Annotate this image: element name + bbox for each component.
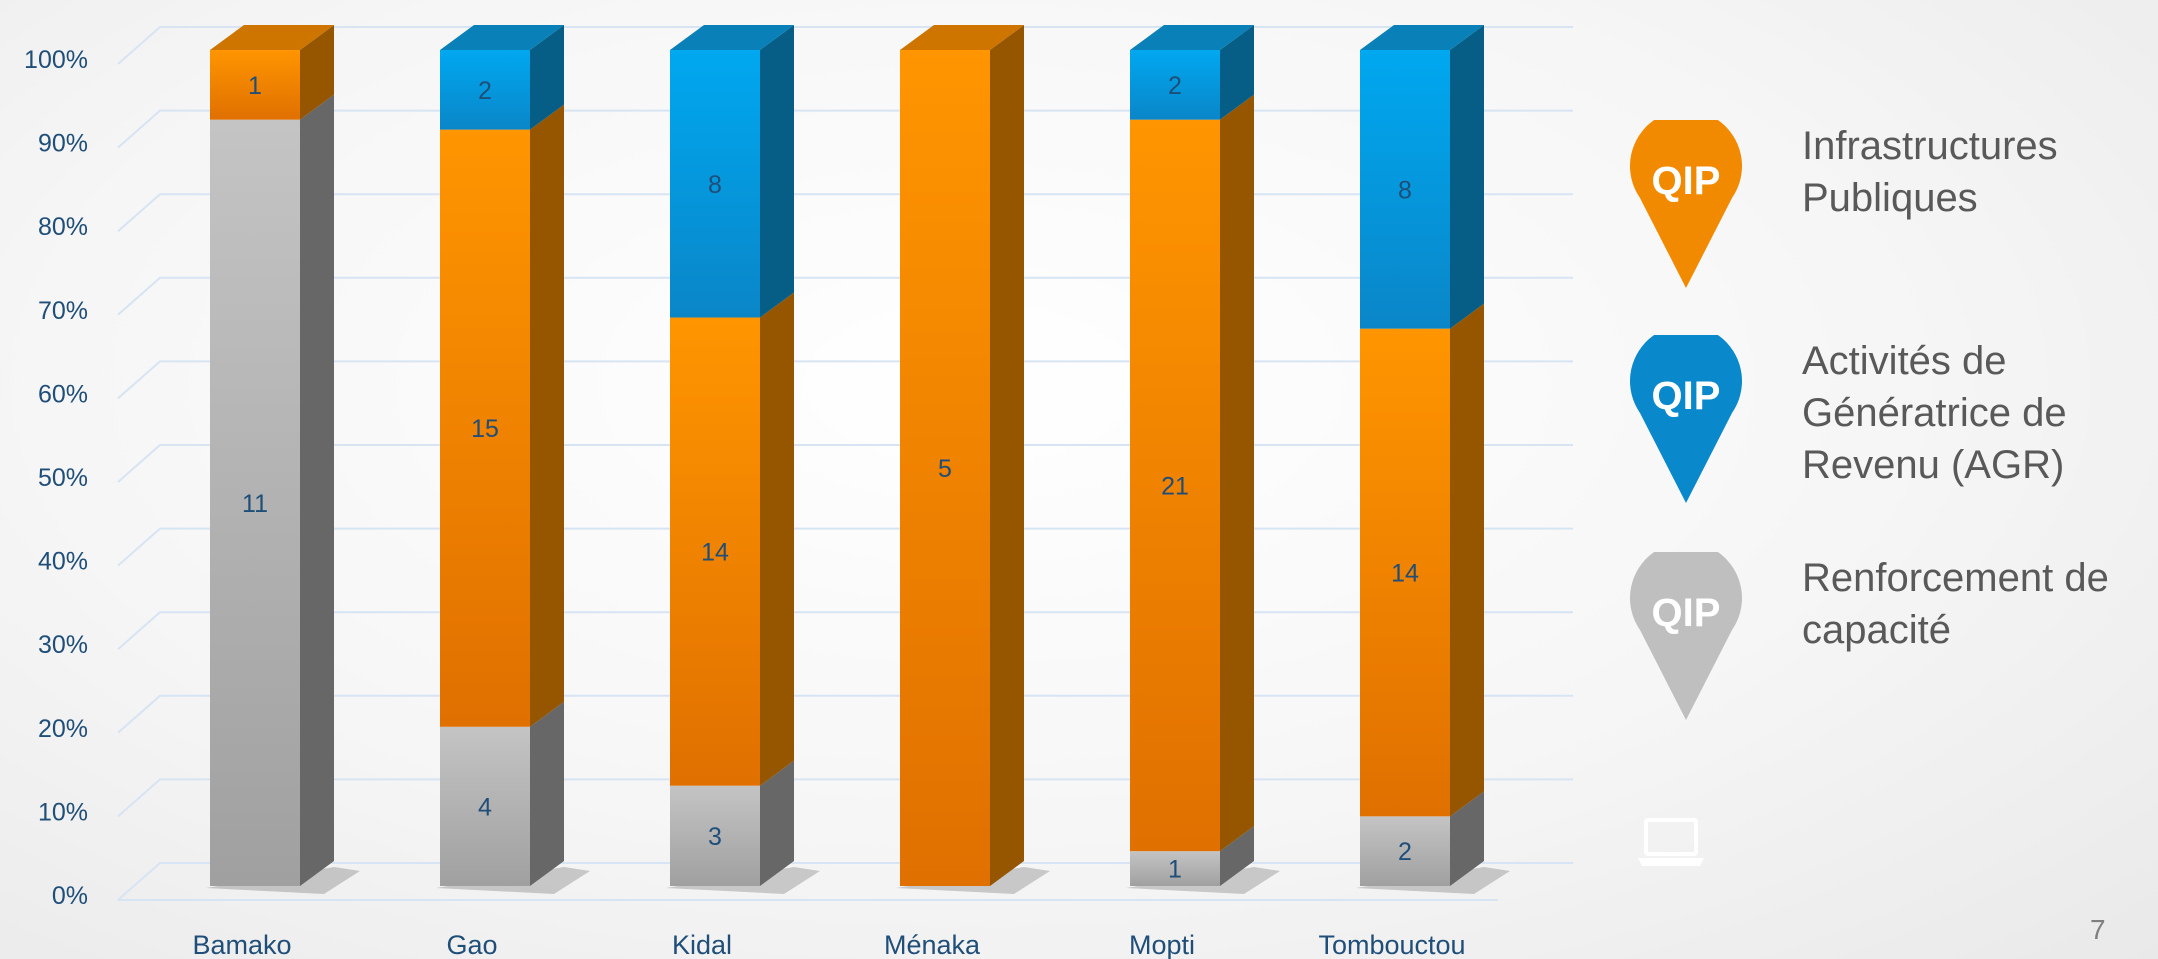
y-tick-label: 40% [38, 548, 88, 576]
x-category-label: Mopti [1129, 930, 1195, 959]
y-axis-ticks: 0% 10% 20% 30% 40% 50% 60% 70% 80% 90% 100% [24, 46, 88, 910]
bar-top [900, 25, 1024, 50]
bar-segment [670, 50, 760, 318]
data-label: 3 [708, 823, 722, 851]
data-label: 8 [708, 171, 722, 199]
svg-text:QIP: QIP [1652, 374, 1721, 418]
data-label: 4 [478, 793, 492, 821]
chart-gridlines [117, 26, 1573, 901]
map-pin-icon: QIP [1630, 335, 1742, 503]
x-category-label: Kidal [672, 930, 732, 959]
gridline [117, 276, 1573, 316]
bar-segment [440, 50, 530, 130]
page-number: 7 [2090, 914, 2106, 945]
legend-label: Activités de Génératrice de Revenu (AGR) [1802, 339, 2067, 487]
bar-segment-side [300, 94, 334, 886]
y-tick-label: 90% [38, 130, 88, 158]
map-pin-icon: QIP [1630, 552, 1742, 720]
bar-segment [210, 119, 300, 886]
bar-segment-side [1220, 25, 1254, 120]
gridline [117, 778, 1573, 818]
bar-segment [1130, 851, 1220, 886]
data-label: 14 [701, 539, 729, 567]
x-category-label: Tombouctou [1318, 930, 1465, 959]
bar-top [440, 25, 564, 50]
x-category-label: Ménaka [884, 930, 981, 959]
data-label: 1 [248, 72, 262, 100]
data-label: 5 [938, 455, 952, 483]
y-tick-label: 80% [38, 213, 88, 241]
bar-segment-side [300, 25, 334, 120]
bar-segment [1130, 50, 1220, 120]
bar-segment [900, 50, 990, 886]
y-tick-label: 0% [52, 882, 88, 910]
bar-segment [1360, 816, 1450, 886]
y-tick-label: 100% [24, 46, 88, 74]
data-label: 2 [478, 77, 492, 105]
x-category-label: Bamako [192, 930, 291, 959]
gridline [117, 527, 1573, 567]
bar-segment-side [1450, 791, 1484, 886]
gridline [117, 444, 1573, 483]
y-tick-label: 70% [38, 297, 88, 325]
bar-segment [440, 129, 530, 727]
data-label: 2 [1398, 838, 1412, 866]
bar-segment-side [1220, 826, 1254, 886]
laptop-icon [1638, 818, 1704, 866]
bar-segment [1360, 50, 1450, 329]
bar-segment [1130, 119, 1220, 852]
bar-segment-side [530, 25, 564, 130]
bar-segment-side [760, 760, 794, 886]
svg-text:QIP: QIP [1652, 159, 1721, 203]
gridline [117, 611, 1573, 650]
stacked-bar-chart: 0%10%20%30%40%50%60%70%80%90%100% 111415… [24, 25, 1573, 959]
bar-segment-side [1450, 25, 1484, 329]
svg-text:QIP: QIP [1652, 591, 1721, 635]
legend-label: Infrastructures Publiques [1802, 124, 2058, 220]
y-tick-label: 50% [38, 464, 88, 492]
x-category-label: Gao [446, 930, 497, 959]
data-label: 11 [242, 490, 268, 518]
gridline [117, 193, 1573, 232]
legend-label: Renforcement de capacité [1802, 556, 2109, 652]
gridline [117, 862, 1573, 901]
bar-top [670, 25, 794, 50]
bar-segment [670, 317, 760, 786]
data-label: 8 [1398, 176, 1412, 204]
gridline [117, 26, 1573, 65]
y-tick-label: 10% [38, 798, 88, 826]
data-label: 21 [1161, 472, 1189, 500]
data-label: 2 [1168, 72, 1182, 100]
legend-item-infrastructures: QIP Infrastructures Publiques [1630, 120, 2150, 290]
gridline [117, 109, 1573, 149]
y-tick-label: 60% [38, 380, 88, 408]
bar-segment-side [530, 701, 564, 886]
legend-item-renforcement: QIP Renforcement de capacité [1630, 552, 2150, 722]
bar-segment [210, 50, 300, 120]
data-label: 15 [471, 415, 499, 443]
map-pin-icon: QIP [1630, 120, 1742, 288]
data-label: 1 [1168, 856, 1182, 884]
bar-segment-side [760, 292, 794, 786]
bar-segment-side [760, 25, 794, 318]
gridline [117, 694, 1573, 734]
bar-top [1130, 25, 1254, 50]
y-tick-label: 30% [38, 631, 88, 659]
x-axis-categories: Bamako Gao Kidal Ménaka Mopti Tombouctou [192, 930, 1465, 959]
bar-segment [670, 785, 760, 886]
y-tick-label: 20% [38, 715, 88, 743]
bar-segment-side [530, 104, 564, 727]
gridline [117, 360, 1573, 400]
bar-top [210, 25, 334, 50]
bar-segment-side [1450, 303, 1484, 817]
bar-segment [1360, 328, 1450, 817]
bar-segment-side [1220, 94, 1254, 852]
bar-segment [440, 726, 530, 886]
data-label: 14 [1391, 560, 1419, 588]
legend-item-agr: QIP Activités de Génératrice de Revenu (… [1630, 335, 2150, 505]
bar-top [1360, 25, 1484, 50]
bar-segment-side [990, 25, 1024, 886]
